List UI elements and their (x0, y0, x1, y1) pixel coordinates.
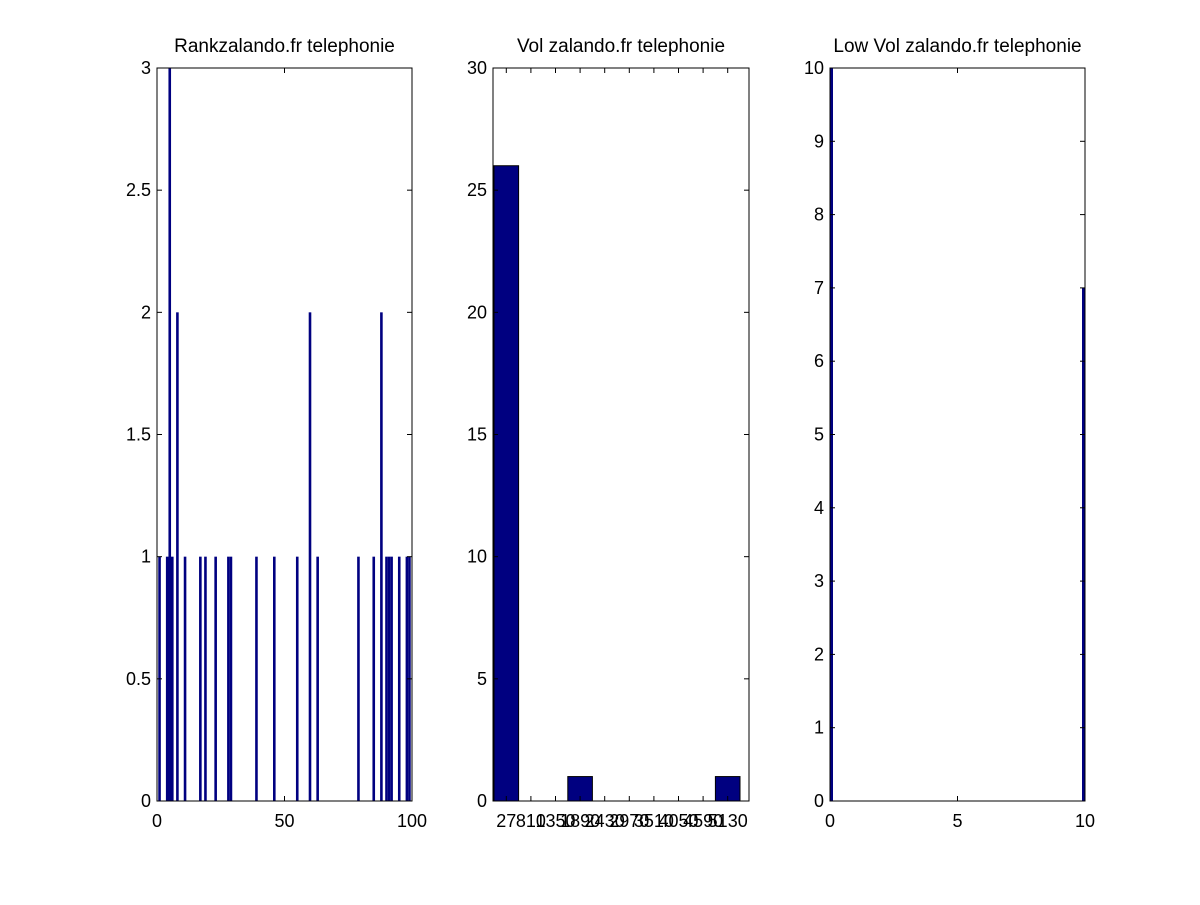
bar (199, 556, 202, 801)
bar (390, 556, 393, 801)
bar (1082, 287, 1085, 801)
bar (308, 312, 312, 801)
bar (397, 556, 401, 801)
x-tick-label: 0 (825, 811, 835, 831)
x-tick-label: 5130 (708, 811, 748, 831)
chart-title: Vol zalando.fr telephonie (517, 36, 725, 57)
bar (204, 556, 207, 801)
bar (255, 556, 258, 801)
y-tick-label: 5 (814, 425, 824, 445)
y-tick-label: 2.5 (126, 180, 151, 200)
x-ticks: 0 5 10 (825, 68, 1095, 831)
y-tick-label: 1 (141, 547, 151, 567)
bar (380, 312, 383, 801)
y-tick-label: 2 (141, 302, 151, 322)
bar (165, 556, 169, 801)
y-tick-label: 2 (814, 644, 824, 664)
y-ticks: 0 5 10 15 20 25 30 (467, 58, 749, 811)
bar-27 (493, 165, 520, 802)
x-tick-label: 2430 (585, 811, 625, 831)
volume-histogram: Vol zalando.fr telephonie 27 8101350189024… (467, 36, 750, 831)
bar (387, 556, 391, 801)
x-tick-label: 3510 (634, 811, 674, 831)
y-tick-label: 3 (141, 58, 151, 78)
bar (316, 556, 319, 801)
y-tick-label: 6 (814, 351, 824, 371)
low-volume-histogram: Low Vol zalando.fr telephonie 0 5 10 0 1 2 3 4 5 6… (804, 36, 1095, 831)
x-tick-label: 0 (152, 811, 162, 831)
x-tick-label: 1350 (535, 811, 575, 831)
y-tick-label: 8 (814, 205, 824, 225)
rank-histogram: Rankzalando.fr telephonie 0 50 100 0 0.5 1 1.5 2… (126, 36, 427, 831)
bar (273, 556, 276, 801)
bar (214, 556, 217, 801)
x-tick-label: 4590 (683, 811, 723, 831)
y-tick-label: 4 (814, 498, 824, 518)
y-tick-label: 30 (467, 58, 487, 78)
x-ticks: 0 50 100 (152, 68, 427, 831)
y-tick-label: 20 (467, 302, 487, 322)
bar (405, 556, 409, 801)
bar (171, 556, 174, 801)
bar (227, 556, 230, 801)
x-tick-label: 5 (952, 811, 962, 831)
y-tick-label: 0.5 (126, 669, 151, 689)
y-tick-label: 0 (141, 791, 151, 811)
y-tick-label: 25 (467, 180, 487, 200)
y-tick-label: 5 (477, 669, 487, 689)
bar (183, 556, 187, 801)
y-tick-label: 3 (814, 571, 824, 591)
axes-frame (156, 67, 413, 802)
bar (372, 556, 376, 801)
axes-frame (492, 67, 750, 802)
y-tick-label: 9 (814, 131, 824, 151)
x-tick-label: 27 (496, 811, 516, 831)
y-tick-label: 7 (814, 278, 824, 298)
x-tick-label: 50 (274, 811, 294, 831)
x-tick-label: 2970 (609, 811, 649, 831)
bar (385, 556, 388, 801)
y-tick-label: 15 (467, 425, 487, 445)
x-tick-label: 1890 (560, 811, 600, 831)
y-tick-label: 1 (814, 718, 824, 738)
axes-frame (829, 67, 1086, 802)
x-tick-label: 4050 (658, 811, 698, 831)
chart-title: Low Vol zalando.fr telephonie (833, 36, 1081, 57)
bar (168, 68, 172, 801)
y-ticks: 0 1 2 3 4 5 6 7 8 9 10 (804, 58, 1085, 811)
y-tick-label: 10 (467, 547, 487, 567)
y-tick-label: 0 (814, 791, 824, 811)
bars (493, 165, 741, 802)
bar (229, 556, 233, 801)
y-tick-label: 10 (804, 58, 824, 78)
bar (295, 556, 299, 801)
bar (176, 312, 179, 801)
x-tick-label: 10 (1075, 811, 1095, 831)
y-tick-label: 0 (477, 791, 487, 811)
x-tick-label: 100 (397, 811, 427, 831)
bar (357, 556, 360, 801)
x-tick-label: 810 (516, 811, 546, 831)
chart-title: Rankzalando.fr telephonie (174, 36, 395, 57)
y-tick-label: 1.5 (126, 425, 151, 445)
